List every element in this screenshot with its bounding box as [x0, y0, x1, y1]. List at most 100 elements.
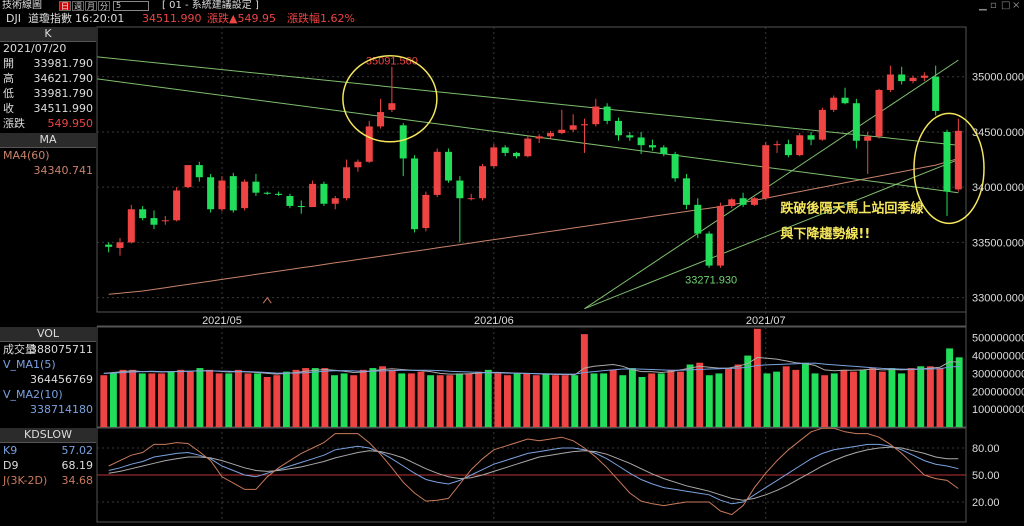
candle-body	[920, 75, 928, 78]
candle-body	[886, 74, 894, 90]
volume-bar	[465, 373, 473, 427]
volume-bar	[494, 373, 502, 427]
volume-bar	[821, 375, 829, 427]
vol-row: 338714180	[30, 403, 93, 416]
volume-bar	[667, 369, 675, 427]
ma-value-row: 34340.741	[33, 164, 94, 177]
candle-body	[705, 233, 713, 266]
volume-ma5-line	[103, 356, 960, 376]
period-day-button[interactable]: 日	[59, 1, 71, 11]
candle-body	[784, 144, 792, 156]
ma60-line	[108, 158, 959, 295]
price-tick-label: 33500.000	[972, 237, 1024, 249]
volume-bar	[254, 373, 262, 427]
volume-bar	[523, 373, 531, 427]
volume-bar	[359, 369, 367, 427]
volume-bar	[840, 369, 848, 427]
volume-bar	[138, 373, 146, 427]
volume-bar	[302, 368, 310, 427]
minimize-icon[interactable]: ▁	[979, 0, 987, 11]
volume-bar	[946, 348, 954, 427]
volume-bar	[177, 369, 185, 427]
volume-bar	[427, 375, 435, 427]
settings-label[interactable]: [ 01 - 系統建議設定 ]	[162, 0, 259, 11]
quote-price: 34511.990	[142, 12, 202, 25]
volume-bar	[725, 368, 732, 427]
volume-bar	[628, 368, 636, 427]
candle-body	[422, 194, 430, 229]
candle-body	[512, 152, 521, 157]
volume-bar	[686, 364, 694, 427]
ma-label-row: MA4(60)	[3, 149, 50, 162]
date-tick-label: 2021/05	[202, 315, 242, 327]
volume-bar	[801, 362, 809, 427]
candle-body	[852, 103, 860, 141]
volume-bar	[532, 375, 540, 427]
candle-body	[297, 205, 305, 208]
period-week-button[interactable]: 週	[72, 1, 84, 11]
candle-body	[546, 133, 555, 137]
candle-body	[648, 145, 656, 148]
volume-ma10-line	[103, 362, 960, 375]
candle-body	[411, 158, 419, 230]
volume-bar	[657, 373, 665, 427]
volume-bar	[830, 373, 838, 427]
volume-bar	[811, 373, 819, 427]
volume-bar	[379, 366, 386, 427]
restore-icon[interactable]: ▫	[990, 0, 997, 11]
volume-bar	[715, 373, 723, 427]
volume-bar	[206, 369, 213, 427]
kd-row: J(3K-2D) 34.68	[3, 474, 93, 487]
volume-bar	[773, 371, 781, 427]
period-minute-button[interactable]: 分	[98, 1, 110, 11]
price-tick-label: 35000.000	[972, 72, 1024, 84]
volume-tick-label: 400000000	[972, 351, 1024, 363]
candle-body	[388, 103, 396, 110]
volume-bar	[321, 368, 329, 427]
date-tick-label: 2021/06	[474, 315, 514, 327]
candle-body	[569, 125, 577, 130]
volume-bar	[186, 371, 194, 427]
close-icon[interactable]: ×	[1012, 0, 1021, 11]
volume-bar	[129, 369, 137, 427]
volume-bar	[167, 371, 175, 427]
volume-bar	[542, 373, 550, 427]
quote-change-pct: 漲跌幅1.62%	[287, 12, 355, 25]
volume-bar	[504, 375, 511, 427]
k-date: 2021/07/20	[3, 42, 67, 55]
candle-body	[490, 147, 498, 167]
candle-body	[433, 151, 441, 195]
quote-bar: DJI 道瓊指數 16:20:01 34511.990 漲跌▲549.95 漲跌…	[0, 12, 1024, 26]
candle-body	[580, 124, 588, 126]
volume-bar	[292, 369, 300, 427]
volume-bar	[331, 375, 338, 427]
volume-bar	[561, 375, 569, 427]
volume-tick-label: 300000000	[972, 368, 1024, 380]
candle-body	[207, 177, 215, 210]
note-line-1: 跌破後隔天馬上站回季線	[780, 201, 924, 217]
kd-chart: 80.00 50.00 20.00	[97, 427, 1000, 516]
candle-body	[161, 220, 169, 222]
volume-bar	[888, 368, 896, 427]
volume-chart: 500000000 400000000 300000000 200000000 1000…	[100, 328, 1024, 427]
highlight-circle-high	[342, 55, 438, 143]
low-mark-label: 33271.930	[685, 275, 737, 287]
volume-bar	[244, 373, 252, 427]
maximize-icon[interactable]: □	[1001, 0, 1011, 11]
candle-body	[286, 196, 294, 206]
minute-select[interactable]: 5	[113, 1, 149, 11]
volume-bar	[859, 369, 867, 427]
candle-body	[716, 205, 724, 266]
candle-body	[354, 161, 362, 168]
volume-bar	[215, 373, 223, 427]
kd-tick-label: 20.00	[972, 497, 1000, 509]
volume-tick-label: 200000000	[972, 386, 1024, 398]
candle-body	[343, 167, 351, 199]
volume-bar	[753, 328, 761, 427]
kd-row: D9 68.19	[3, 459, 93, 472]
vol-panel-head: VOL	[0, 327, 96, 342]
volume-bar	[955, 357, 963, 427]
volume-bar	[234, 369, 242, 427]
period-month-button[interactable]: 月	[85, 1, 97, 11]
